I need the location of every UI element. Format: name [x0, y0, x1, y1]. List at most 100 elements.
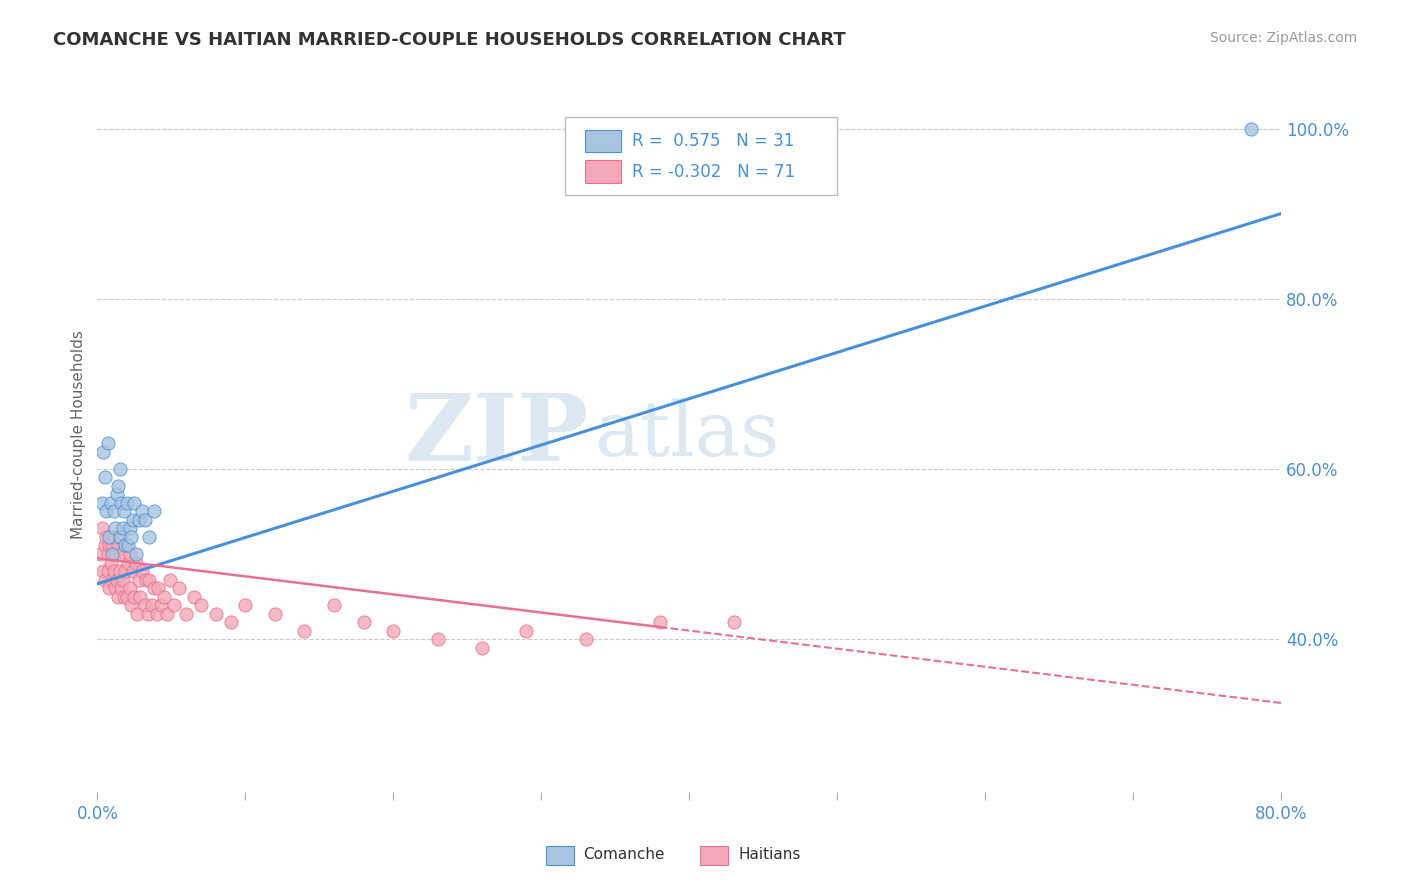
Point — [204, 607, 226, 621]
Point — [108, 530, 131, 544]
Point — [128, 513, 150, 527]
Text: R =  0.575   N = 31: R = 0.575 N = 31 — [633, 132, 794, 150]
Point — [114, 539, 136, 553]
Point — [515, 624, 537, 638]
Point — [167, 581, 190, 595]
Point — [471, 640, 494, 655]
Point — [115, 496, 138, 510]
Point — [96, 504, 118, 518]
Point — [110, 496, 132, 510]
Point — [121, 564, 143, 578]
Point — [103, 530, 125, 544]
Point — [97, 547, 120, 561]
Point — [114, 564, 136, 578]
Point — [105, 487, 128, 501]
Point — [120, 530, 142, 544]
Point — [91, 564, 114, 578]
Point — [94, 470, 117, 484]
Point — [89, 547, 111, 561]
Point — [159, 573, 181, 587]
Point — [156, 607, 179, 621]
Point — [117, 539, 139, 553]
Point — [101, 573, 124, 587]
Point — [110, 581, 132, 595]
Point — [103, 564, 125, 578]
Point — [96, 530, 118, 544]
Text: atlas: atlas — [595, 398, 780, 472]
Point — [134, 598, 156, 612]
Text: ZIP: ZIP — [405, 390, 589, 480]
FancyBboxPatch shape — [585, 161, 620, 183]
Point — [117, 556, 139, 570]
Point — [294, 624, 316, 638]
Point — [118, 581, 141, 595]
Point — [127, 607, 149, 621]
Point — [97, 436, 120, 450]
Point — [145, 607, 167, 621]
Point — [723, 615, 745, 629]
Point — [125, 556, 148, 570]
Point — [107, 479, 129, 493]
Point — [219, 615, 242, 629]
Point — [124, 590, 146, 604]
Point — [323, 598, 346, 612]
Point — [104, 581, 127, 595]
Point — [105, 573, 128, 587]
Point — [100, 556, 122, 570]
Point — [574, 632, 596, 646]
Point — [101, 547, 124, 561]
Point — [382, 624, 405, 638]
Point — [112, 590, 135, 604]
Point — [134, 513, 156, 527]
Point — [141, 598, 163, 612]
Point — [112, 504, 135, 518]
Point — [90, 521, 112, 535]
Point — [108, 462, 131, 476]
Point — [97, 564, 120, 578]
Point — [353, 615, 375, 629]
Text: Haitians: Haitians — [738, 847, 800, 862]
Point — [103, 504, 125, 518]
Text: COMANCHE VS HAITIAN MARRIED-COUPLE HOUSEHOLDS CORRELATION CHART: COMANCHE VS HAITIAN MARRIED-COUPLE HOUSE… — [53, 31, 846, 49]
Point — [94, 539, 117, 553]
Point — [104, 547, 127, 561]
Point — [115, 590, 138, 604]
Point — [136, 607, 159, 621]
Point — [142, 581, 165, 595]
Point — [124, 496, 146, 510]
FancyBboxPatch shape — [585, 129, 620, 153]
Point — [138, 573, 160, 587]
Point — [108, 564, 131, 578]
Point — [142, 504, 165, 518]
Point — [118, 521, 141, 535]
Point — [190, 598, 212, 612]
Point — [107, 539, 129, 553]
Point — [98, 530, 121, 544]
Point — [121, 513, 143, 527]
Point — [98, 539, 121, 553]
Y-axis label: Married-couple Households: Married-couple Households — [72, 330, 86, 540]
Point — [114, 539, 136, 553]
Point — [138, 530, 160, 544]
Text: Source: ZipAtlas.com: Source: ZipAtlas.com — [1209, 31, 1357, 45]
Point — [426, 632, 449, 646]
Point — [163, 598, 186, 612]
Point — [110, 547, 132, 561]
Point — [131, 564, 153, 578]
Text: R = -0.302   N = 71: R = -0.302 N = 71 — [633, 163, 796, 181]
Point — [125, 547, 148, 561]
Point — [98, 581, 121, 595]
Point — [129, 590, 152, 604]
Point — [146, 581, 169, 595]
Point — [101, 539, 124, 553]
Point — [183, 590, 205, 604]
Point — [233, 598, 256, 612]
Point — [174, 607, 197, 621]
Point — [1240, 121, 1263, 136]
Point — [104, 521, 127, 535]
Point — [135, 573, 157, 587]
Point — [111, 573, 134, 587]
Point — [111, 521, 134, 535]
Point — [131, 504, 153, 518]
Point — [108, 530, 131, 544]
